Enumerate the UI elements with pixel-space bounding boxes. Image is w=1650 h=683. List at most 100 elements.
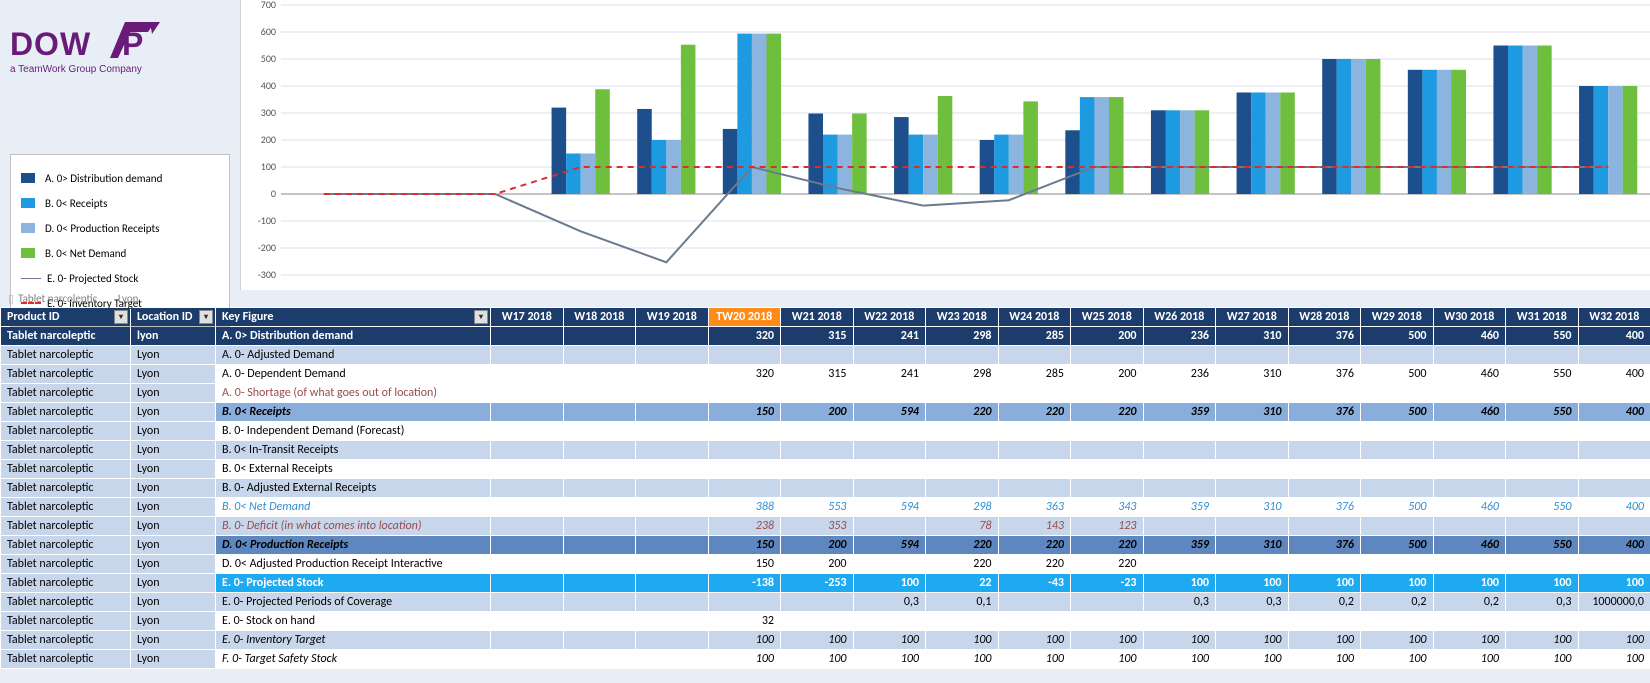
cell-value[interactable]: 0,3 (1506, 593, 1579, 612)
cell-product[interactable]: Tablet narcoleptic (1, 479, 131, 498)
cell-keyfigure[interactable]: B. 0< Net Demand (216, 498, 491, 517)
cell-value[interactable] (1361, 612, 1434, 631)
cell-value[interactable]: 1000000,0 (1578, 593, 1650, 612)
cell-value[interactable] (1216, 460, 1289, 479)
cell-keyfigure[interactable]: B. 0< External Receipts (216, 460, 491, 479)
cell-value[interactable] (1578, 479, 1650, 498)
cell-value[interactable]: 100 (1288, 631, 1361, 650)
cell-value[interactable]: 100 (1578, 650, 1650, 669)
cell-value[interactable] (1288, 612, 1361, 631)
cell-value[interactable] (1361, 384, 1434, 403)
cell-value[interactable] (636, 327, 709, 346)
cell-value[interactable]: 310 (1216, 403, 1289, 422)
cell-value[interactable] (1506, 460, 1579, 479)
cell-keyfigure[interactable]: B. 0- Adjusted External Receipts (216, 479, 491, 498)
cell-value[interactable] (781, 479, 854, 498)
cell-value[interactable] (491, 555, 564, 574)
cell-value[interactable] (781, 384, 854, 403)
cell-product[interactable]: Tablet narcoleptic (1, 441, 131, 460)
cell-value[interactable] (491, 384, 564, 403)
cell-value[interactable] (1143, 346, 1216, 365)
cell-value[interactable] (998, 460, 1071, 479)
cell-value[interactable]: 460 (1433, 365, 1506, 384)
cell-value[interactable] (1433, 517, 1506, 536)
col-week[interactable]: W27 2018 (1216, 308, 1289, 327)
cell-value[interactable] (563, 441, 636, 460)
cell-keyfigure[interactable]: E. 0- Projected Stock (216, 574, 491, 593)
col-keyfigure[interactable]: Key Figure▾ (216, 308, 491, 327)
cell-value[interactable]: 100 (926, 650, 999, 669)
col-week[interactable]: W18 2018 (563, 308, 636, 327)
cell-value[interactable] (781, 422, 854, 441)
cell-value[interactable] (1506, 517, 1579, 536)
cell-value[interactable]: 100 (926, 631, 999, 650)
cell-value[interactable]: 100 (1361, 650, 1434, 669)
cell-product[interactable]: Tablet narcoleptic (1, 365, 131, 384)
cell-value[interactable] (1216, 612, 1289, 631)
cell-value[interactable]: 400 (1578, 536, 1650, 555)
cell-value[interactable] (563, 479, 636, 498)
cell-product[interactable]: Tablet narcoleptic (1, 346, 131, 365)
cell-value[interactable]: 32 (708, 612, 781, 631)
cell-value[interactable] (781, 346, 854, 365)
cell-value[interactable]: 400 (1578, 365, 1650, 384)
cell-value[interactable] (1143, 384, 1216, 403)
cell-value[interactable] (636, 574, 709, 593)
cell-value[interactable]: 100 (708, 650, 781, 669)
cell-value[interactable] (491, 327, 564, 346)
cell-value[interactable] (1071, 460, 1144, 479)
cell-value[interactable]: 220 (998, 403, 1071, 422)
cell-product[interactable]: Tablet narcoleptic (1, 574, 131, 593)
cell-value[interactable] (853, 517, 926, 536)
cell-value[interactable] (1288, 517, 1361, 536)
cell-value[interactable] (998, 346, 1071, 365)
cell-product[interactable]: Tablet narcoleptic (1, 460, 131, 479)
cell-value[interactable] (491, 479, 564, 498)
cell-value[interactable] (1506, 441, 1579, 460)
cell-value[interactable] (853, 479, 926, 498)
cell-value[interactable]: 0,2 (1288, 593, 1361, 612)
cell-value[interactable]: 238 (708, 517, 781, 536)
cell-value[interactable]: 359 (1143, 536, 1216, 555)
cell-value[interactable] (708, 593, 781, 612)
cell-value[interactable]: 220 (926, 555, 999, 574)
cell-value[interactable] (853, 460, 926, 479)
cell-value[interactable] (1288, 384, 1361, 403)
cell-value[interactable]: 359 (1143, 498, 1216, 517)
cell-value[interactable] (491, 460, 564, 479)
cell-value[interactable]: 100 (1216, 650, 1289, 669)
cell-value[interactable]: 100 (1143, 631, 1216, 650)
cell-value[interactable] (926, 479, 999, 498)
cell-value[interactable]: 460 (1433, 536, 1506, 555)
cell-product[interactable]: Tablet narcoleptic (1, 593, 131, 612)
cell-value[interactable] (491, 422, 564, 441)
cell-value[interactable] (636, 422, 709, 441)
cell-product[interactable]: Tablet narcoleptic (1, 403, 131, 422)
cell-value[interactable] (853, 441, 926, 460)
cell-value[interactable]: 236 (1143, 365, 1216, 384)
cell-value[interactable]: 236 (1143, 327, 1216, 346)
cell-value[interactable]: 100 (998, 650, 1071, 669)
cell-value[interactable]: 376 (1288, 403, 1361, 422)
cell-product[interactable]: Tablet narcoleptic (1, 612, 131, 631)
cell-value[interactable] (1506, 384, 1579, 403)
cell-value[interactable] (636, 441, 709, 460)
cell-value[interactable] (491, 441, 564, 460)
cell-value[interactable] (1216, 384, 1289, 403)
cell-value[interactable]: 359 (1143, 403, 1216, 422)
cell-value[interactable] (563, 631, 636, 650)
cell-keyfigure[interactable]: B. 0- Independent Demand (Forecast) (216, 422, 491, 441)
cell-value[interactable] (1288, 422, 1361, 441)
cell-value[interactable] (636, 593, 709, 612)
cell-value[interactable] (636, 631, 709, 650)
cell-location[interactable]: Lyon (131, 403, 216, 422)
cell-location[interactable]: Lyon (131, 631, 216, 650)
cell-keyfigure[interactable]: B. 0- Deficit (in what comes into locati… (216, 517, 491, 536)
col-week[interactable]: W31 2018 (1506, 308, 1579, 327)
cell-location[interactable]: Lyon (131, 593, 216, 612)
cell-product[interactable]: Tablet narcoleptic (1, 422, 131, 441)
cell-value[interactable] (1143, 460, 1216, 479)
cell-value[interactable] (1361, 555, 1434, 574)
cell-location[interactable]: Lyon (131, 517, 216, 536)
cell-value[interactable] (1361, 346, 1434, 365)
